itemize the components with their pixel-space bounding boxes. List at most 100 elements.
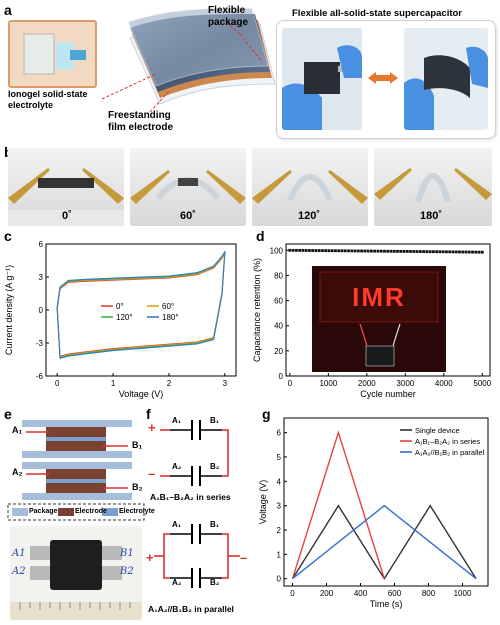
package-pointer-2 — [239, 33, 263, 63]
legend-label-2: 120° — [116, 313, 133, 322]
y-axis-label: Capacitance retention (%) — [252, 258, 262, 362]
supercap-title: Flexible all-solid-state supercapacitor — [292, 8, 462, 19]
parallel-circuit — [154, 524, 240, 588]
retention-point — [321, 249, 324, 253]
y-tick-label: 1 — [277, 550, 282, 559]
angle-label-0: 0˚ — [62, 210, 72, 222]
x-tick-label: 3 — [223, 379, 228, 388]
ionogel-label: Ionogel solid-state electrolyte — [8, 89, 88, 111]
retention-point — [409, 250, 412, 253]
y-tick-label: 5 — [277, 453, 282, 462]
y-tick-label: 0 — [39, 306, 44, 315]
film-electrode-label: Freestanding film electrode — [108, 110, 173, 134]
x-axis-label: Cycle number — [360, 389, 416, 399]
x-tick-label: 1 — [111, 379, 116, 388]
plot-frame — [283, 417, 489, 587]
x-tick-label: 400 — [354, 589, 368, 598]
angle-label-180: 180˚ — [420, 210, 443, 222]
retention-point — [327, 249, 331, 253]
flexible-package-line2: package — [208, 17, 249, 28]
legend-package: Package — [29, 508, 58, 515]
retention-point — [399, 249, 403, 253]
y-tick-label: 4 — [277, 477, 282, 486]
ionogel-label-line2: electrolyte — [8, 100, 54, 110]
x-tick-label: 200 — [320, 589, 334, 598]
legend-label-0: 0° — [116, 302, 124, 311]
y-tick-label: 60 — [274, 297, 283, 306]
panel-e-label: e — [4, 406, 12, 422]
ionogel-pointer — [101, 73, 157, 100]
retention-point — [294, 248, 298, 252]
retention-point — [317, 249, 321, 252]
panel-g-label: g — [262, 406, 271, 422]
retention-point — [334, 249, 337, 253]
retention-point — [474, 250, 478, 254]
y-tick-label: 0 — [277, 575, 282, 584]
retention-point — [330, 249, 334, 253]
electrolyte-bar — [46, 437, 106, 441]
x-tick-label: 0 — [290, 589, 295, 598]
retention-point — [441, 250, 445, 254]
retention-point — [402, 250, 406, 253]
layered-stack-diagram — [101, 7, 276, 113]
bending-photo-60 — [130, 148, 246, 226]
plot-frame — [285, 243, 491, 377]
y-tick-label: 2 — [277, 526, 282, 535]
legend-electrolyte: Electrolyte — [119, 508, 155, 515]
photo-b2: B2 — [120, 566, 134, 577]
package-bar — [22, 420, 132, 427]
stack-b1: B₁ — [132, 440, 143, 450]
retention-point — [343, 249, 347, 253]
angle-label-60: 60˚ — [180, 210, 196, 222]
series-a2: A₂ — [172, 462, 182, 471]
retention-point — [308, 249, 311, 252]
stack-a1: A₁ — [12, 425, 23, 435]
photo-a1: A1 — [12, 548, 26, 559]
parallel-b1: B₁ — [210, 520, 220, 529]
x-tick-label: 4000 — [435, 379, 453, 388]
x-tick-label: 1000 — [319, 379, 337, 388]
supercap-photo-bent-art — [404, 28, 488, 130]
panel-d-label: d — [256, 228, 265, 244]
series-a1: A₁ — [172, 416, 182, 425]
retention-point — [464, 250, 468, 254]
y-tick-label: 0 — [279, 372, 284, 381]
supercap-photo-flat — [282, 28, 362, 130]
y-axis-label: Current density (A g⁻¹) — [4, 265, 14, 355]
parallel-a2: A₂ — [172, 578, 182, 587]
x-tick-label: 2000 — [358, 379, 376, 388]
retention-point — [301, 249, 305, 252]
ionogel-photo — [8, 20, 97, 88]
y-axis-label: Voltage (V) — [258, 480, 268, 525]
retention-point — [291, 248, 295, 252]
retention-point — [340, 249, 344, 253]
swap-arrow-icon — [368, 72, 398, 84]
led-sign-text: IMR — [352, 282, 406, 312]
retention-point — [396, 249, 399, 253]
package-layer-top — [127, 7, 269, 87]
retention-point — [304, 249, 308, 252]
retention-point — [347, 249, 350, 253]
gcd-legend-label-1: A₁B₁–B₂A₂ in series — [415, 437, 480, 446]
y-tick-label: -3 — [36, 339, 44, 348]
gcd-legend-label-0: Single device — [415, 426, 460, 435]
retention-point — [366, 249, 370, 253]
retention-point — [471, 250, 474, 254]
photo-a2: A2 — [12, 566, 26, 577]
retention-point — [412, 250, 416, 253]
x-tick-label: 600 — [388, 589, 402, 598]
retention-chart: 0 1000 2000 3000 4000 5000 0 20 40 60 80 100 Cycle n… — [252, 243, 492, 399]
led-panel — [319, 271, 439, 323]
series-circuit — [160, 420, 229, 486]
panel-a-label: a — [4, 2, 12, 18]
retention-point — [353, 249, 357, 253]
photo-b1: B1 — [120, 548, 134, 559]
retention-point — [418, 250, 422, 253]
bending-photos — [8, 148, 492, 226]
retention-point — [461, 250, 465, 254]
retention-point — [425, 250, 429, 254]
x-tick-label: 3000 — [396, 379, 414, 388]
gcd-series-1 — [291, 430, 385, 579]
angle-label-120: 120˚ — [298, 210, 321, 222]
y-tick-label: 3 — [39, 273, 44, 282]
